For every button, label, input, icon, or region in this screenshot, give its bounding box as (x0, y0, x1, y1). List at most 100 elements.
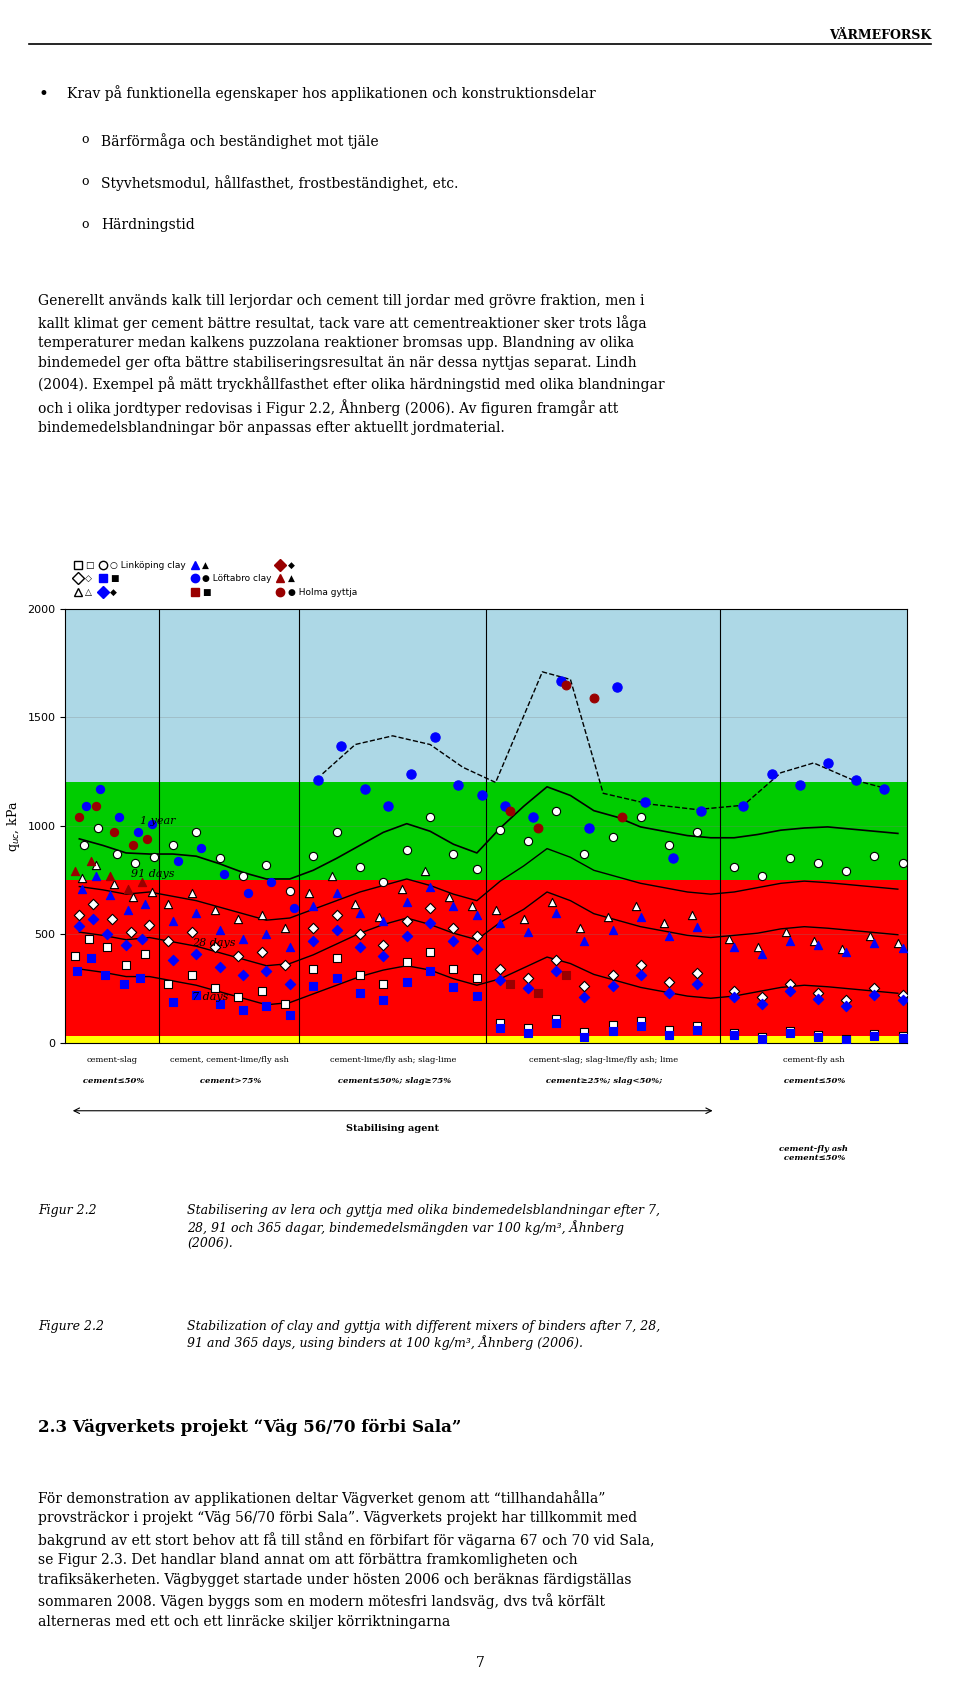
Point (81, 925, 96, 953)
Point (553, 667, 568, 694)
Point (107, 818, 122, 845)
Point (76, 832, 91, 859)
Point (399, 924, 415, 951)
Point (806, 927, 822, 954)
Point (333, 731, 348, 759)
Point (689, 913, 705, 941)
Text: cement≥25%; slag<50%;: cement≥25%; slag<50%; (543, 1077, 662, 1085)
Point (488, 896, 503, 924)
Point (530, 980, 545, 1007)
Point (348, 890, 363, 917)
Text: VÄRMEFORSK: VÄRMEFORSK (828, 29, 931, 43)
Point (67, 857, 83, 885)
Point (445, 840, 461, 868)
Point (102, 881, 117, 908)
Point (492, 1014, 508, 1041)
Point (442, 885, 457, 912)
Point (102, 862, 117, 890)
Point (305, 956, 321, 983)
Point (212, 990, 228, 1017)
Text: cement≤50%: cement≤50% (781, 1077, 846, 1085)
Text: 1 year: 1 year (140, 816, 176, 825)
Point (282, 934, 298, 961)
Point (352, 920, 368, 947)
Text: 28 days: 28 days (192, 939, 235, 947)
Point (633, 803, 648, 830)
Point (764, 760, 780, 788)
Text: •: • (38, 85, 48, 104)
Point (520, 1019, 536, 1046)
Point (84, 944, 99, 971)
Point (549, 947, 564, 975)
Point (375, 869, 391, 896)
Point (810, 932, 826, 959)
Point (755, 983, 770, 1010)
Point (100, 920, 115, 947)
Point (525, 803, 540, 830)
Point (727, 976, 742, 1004)
Point (689, 971, 705, 998)
Point (820, 750, 835, 777)
Text: Generellt används kalk till lerjordar och cement till jordar med grövre fraktion: Generellt används kalk till lerjordar oc… (38, 294, 665, 435)
Point (324, 862, 340, 890)
Point (727, 1019, 742, 1046)
Point (605, 961, 620, 988)
Bar (65, 782, 907, 879)
Point (134, 925, 150, 953)
Point (134, 869, 150, 896)
Point (839, 987, 854, 1014)
Point (144, 878, 159, 905)
Point (375, 971, 391, 998)
Point (207, 934, 223, 961)
Point (126, 885, 141, 912)
Text: Krav på funktionella egenskaper hos applikationen och konstruktionsdelar: Krav på funktionella egenskaper hos appl… (67, 85, 596, 100)
Point (422, 873, 438, 900)
Point (628, 893, 643, 920)
Point (165, 988, 180, 1015)
Point (352, 900, 368, 927)
Point (549, 958, 564, 985)
Text: Figure 2.2: Figure 2.2 (38, 1320, 105, 1334)
Point (549, 1010, 564, 1038)
Point (305, 893, 321, 920)
Text: Bärförmåga och beständighet mot tjäle: Bärförmåga och beständighet mot tjäle (101, 133, 378, 148)
Point (427, 723, 443, 750)
Point (107, 871, 122, 898)
Point (610, 674, 625, 701)
Point (165, 947, 180, 975)
Point (259, 958, 275, 985)
Text: cement-fly ash: cement-fly ash (782, 1056, 845, 1065)
Point (867, 929, 882, 956)
Point (497, 793, 513, 820)
Point (277, 913, 293, 941)
Point (235, 862, 251, 890)
Text: 7: 7 (475, 1657, 485, 1670)
Point (782, 1017, 798, 1044)
Point (792, 771, 807, 798)
Point (263, 869, 278, 896)
Point (132, 964, 148, 992)
Point (520, 919, 536, 946)
Point (577, 1019, 592, 1046)
Point (67, 942, 83, 970)
Point (577, 1024, 592, 1051)
Point (305, 973, 321, 1000)
Point (614, 803, 630, 830)
Point (375, 987, 391, 1014)
Point (235, 961, 251, 988)
Point (74, 864, 89, 891)
Bar (65, 1036, 907, 1043)
Point (352, 961, 368, 988)
Point (305, 842, 321, 869)
Point (118, 951, 133, 978)
Point (876, 776, 892, 803)
Point (235, 925, 251, 953)
Point (862, 924, 877, 951)
Point (399, 968, 415, 995)
Point (450, 771, 466, 798)
Text: Härdningstid: Härdningstid (101, 218, 195, 231)
Point (160, 890, 176, 917)
Point (689, 818, 705, 845)
Point (212, 845, 228, 873)
Point (259, 920, 275, 947)
